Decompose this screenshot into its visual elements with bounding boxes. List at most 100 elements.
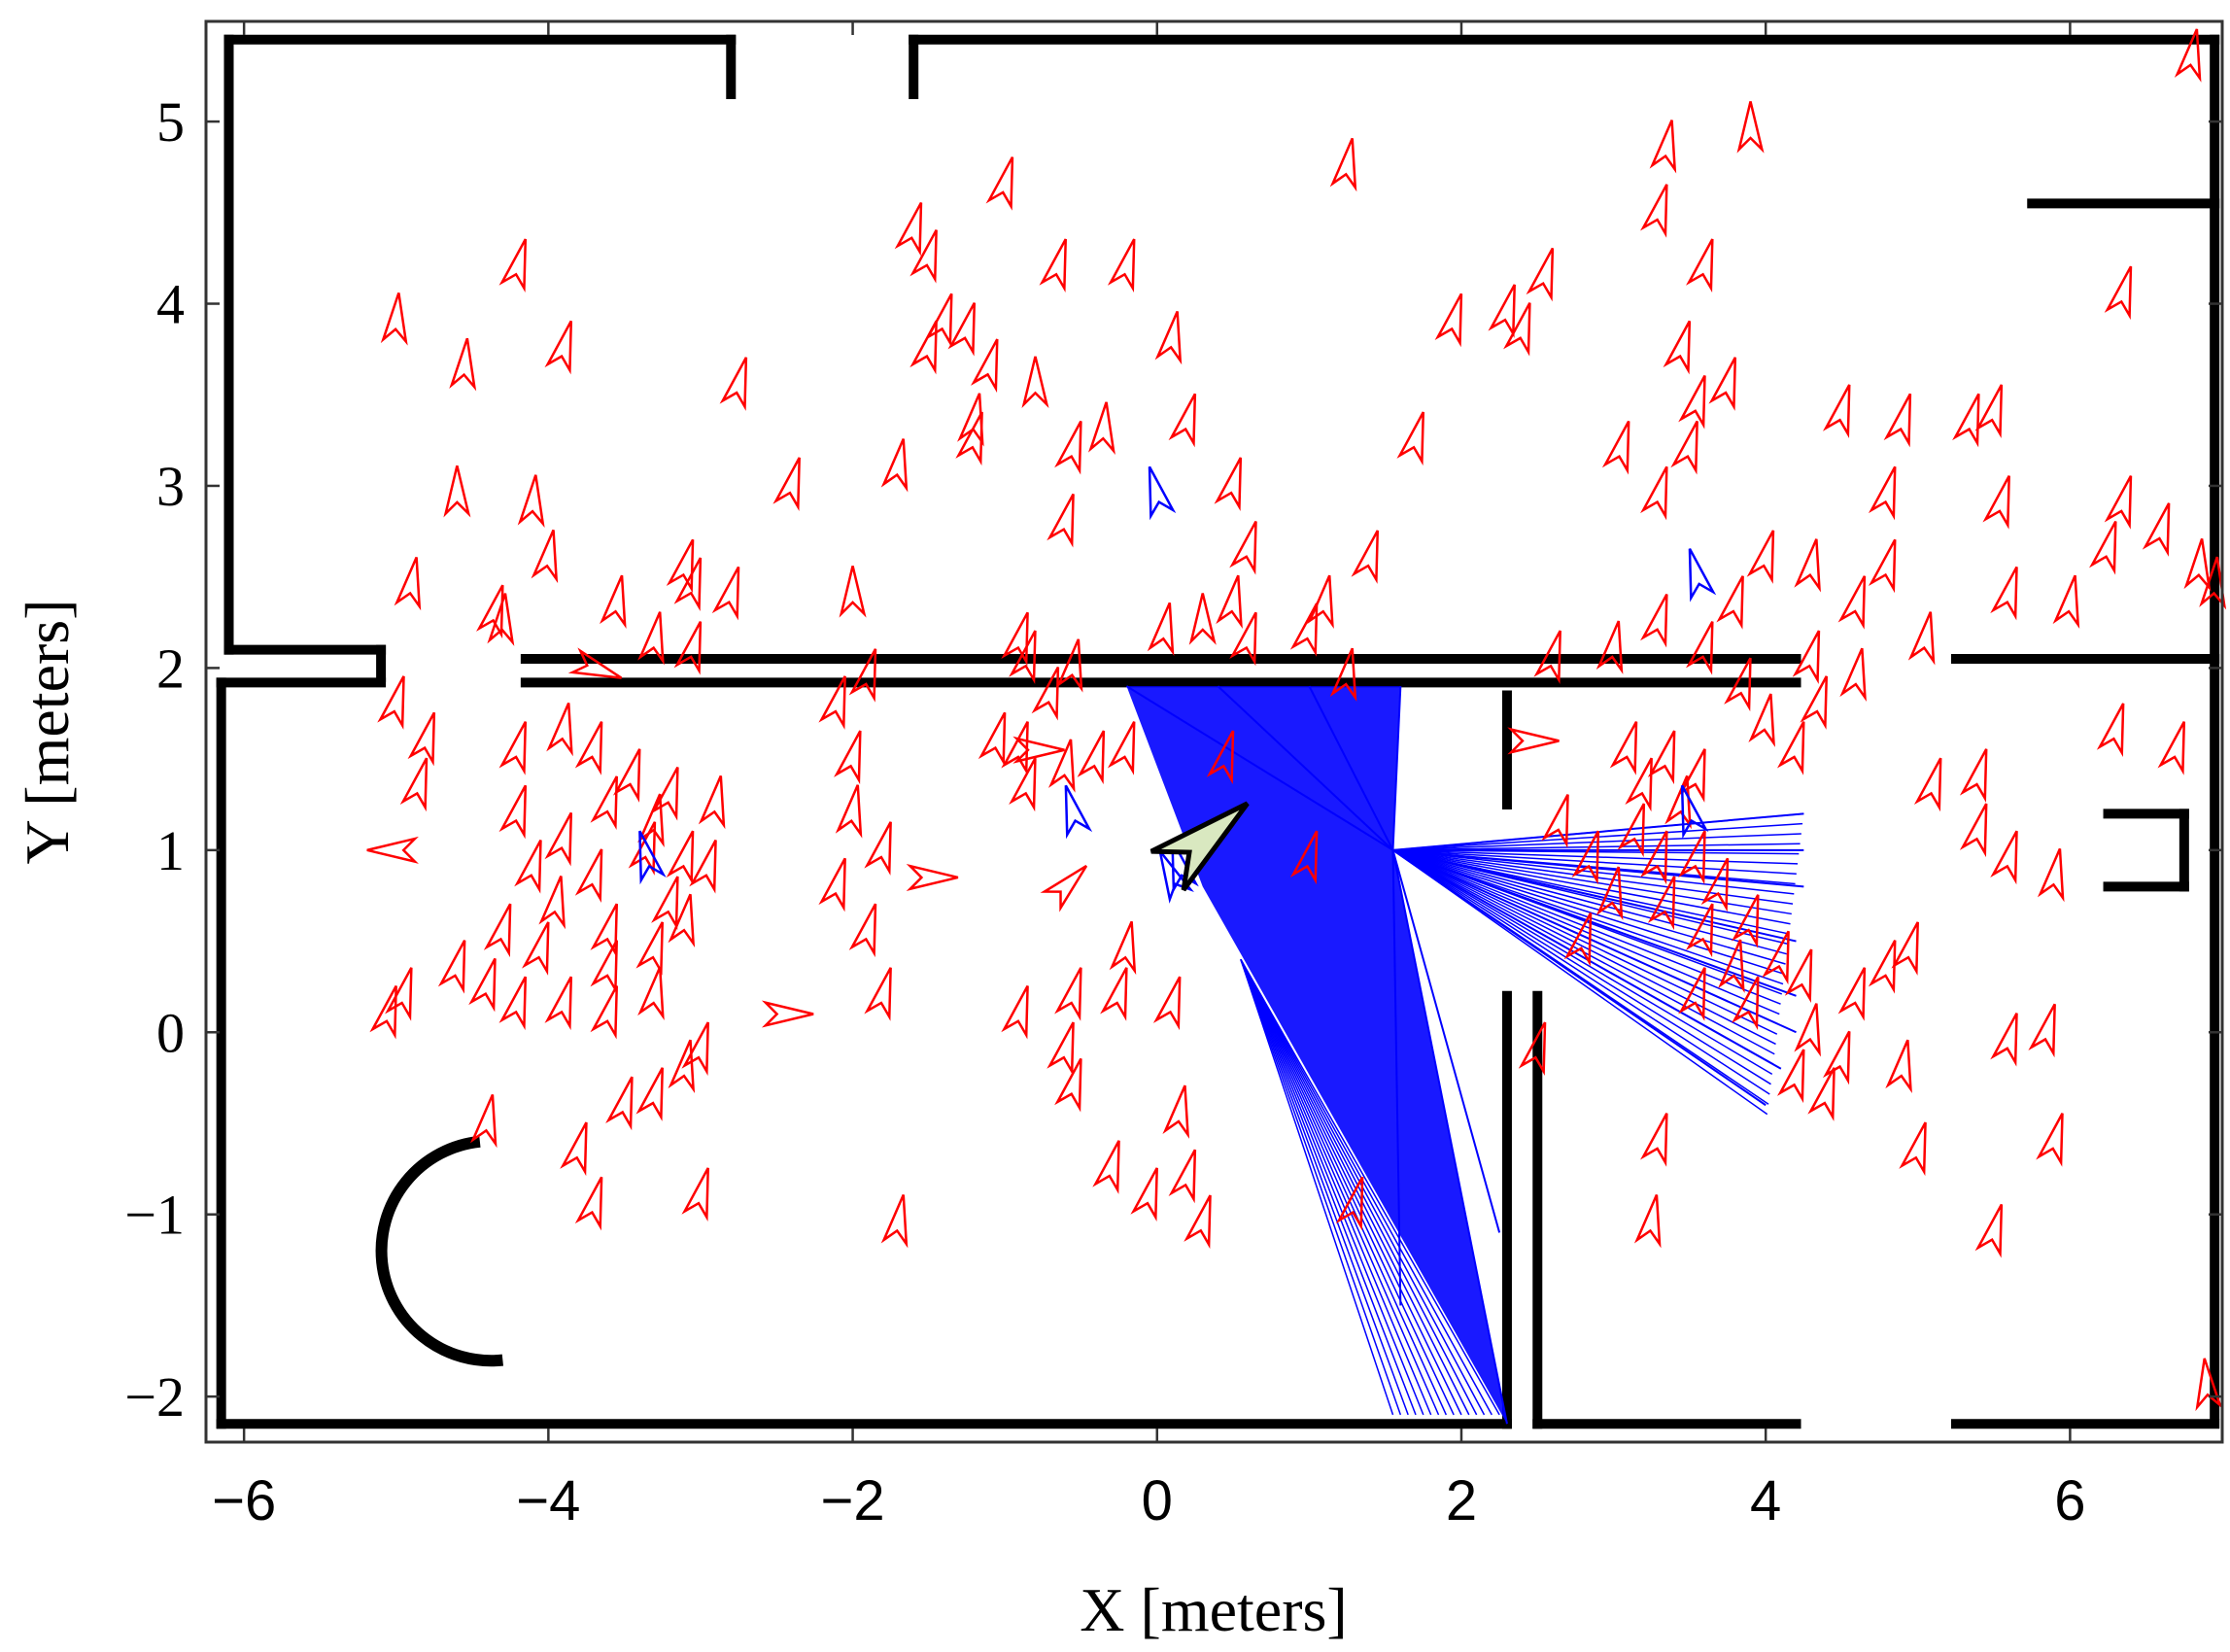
x-tick-label: 2 <box>1446 1469 1477 1532</box>
red-particle <box>590 984 619 1040</box>
red-particle <box>2183 538 2212 592</box>
red-particle <box>955 411 983 466</box>
red-particle <box>1837 967 1867 1021</box>
red-particle <box>369 984 397 1040</box>
red-particle <box>848 903 877 958</box>
red-particle <box>1678 748 1706 803</box>
red-particle <box>909 229 938 284</box>
laser-ray <box>1240 958 1448 1416</box>
red-particle <box>681 1167 709 1222</box>
red-particle <box>1046 493 1075 548</box>
laser-ray <box>1392 849 1770 1095</box>
laser-ray <box>1391 849 1508 1425</box>
red-particle <box>1748 693 1775 747</box>
red-particle <box>1746 530 1775 584</box>
red-particle <box>1503 302 1531 357</box>
red-particle <box>567 647 623 679</box>
red-particle <box>864 967 892 1021</box>
red-particle <box>698 774 726 830</box>
red-particle <box>978 711 1007 767</box>
red-particle <box>1329 137 1357 192</box>
laser-ray <box>1240 958 1492 1416</box>
red-particle <box>689 840 717 894</box>
red-particle <box>880 1194 909 1249</box>
red-particle <box>1289 830 1319 885</box>
laser-ray <box>1392 849 1789 946</box>
robot-pose-arrow <box>1149 801 1250 892</box>
red-particle <box>449 337 477 392</box>
red-particle <box>531 529 559 584</box>
red-particle <box>1601 420 1630 475</box>
red-particle <box>1001 984 1029 1040</box>
red-particle <box>1807 1067 1835 1121</box>
red-particle <box>1686 903 1714 958</box>
red-particle <box>970 338 999 394</box>
red-particle <box>1507 727 1560 755</box>
red-particle <box>590 903 619 958</box>
red-particle <box>818 857 846 912</box>
laser-ray <box>1240 958 1478 1416</box>
red-particle <box>544 811 573 867</box>
x-tick-label: 0 <box>1142 1469 1173 1532</box>
red-particle <box>839 566 867 618</box>
red-particle <box>1716 575 1744 630</box>
red-particle <box>437 940 466 994</box>
red-particle <box>835 784 863 839</box>
red-particle <box>612 748 641 803</box>
red-particle <box>600 574 627 630</box>
red-particle <box>666 830 695 885</box>
red-particle <box>590 775 619 830</box>
laser-ray <box>1391 849 1402 1306</box>
red-particle <box>651 876 679 931</box>
red-particle <box>1640 593 1668 648</box>
red-particle <box>2104 475 2133 530</box>
red-particle <box>1162 1084 1190 1139</box>
red-particle <box>1154 310 1183 365</box>
red-particle <box>1640 1113 1668 1167</box>
red-particle <box>1794 1003 1821 1057</box>
red-particle <box>673 557 703 612</box>
red-particle <box>394 557 422 611</box>
red-particle <box>407 711 436 767</box>
map-obstacle-arc <box>375 1135 503 1367</box>
red-particle <box>719 357 748 411</box>
red-particle <box>1488 284 1516 338</box>
y-axis-label: Y [meters] <box>13 599 82 864</box>
y-tick-label: 3 <box>156 455 185 518</box>
red-particle <box>1054 420 1082 475</box>
red-particle <box>1130 1167 1158 1222</box>
red-particle <box>590 940 619 994</box>
red-particle <box>1640 830 1668 885</box>
robot-pose <box>1149 801 1250 892</box>
red-particle <box>1640 184 1668 238</box>
red-particle <box>544 976 573 1031</box>
red-particle <box>1533 630 1561 685</box>
laser-ray <box>1240 958 1470 1416</box>
red-particle <box>1990 566 2018 621</box>
laser-ray <box>1240 959 1409 1416</box>
red-particle <box>1708 357 1737 411</box>
red-particle <box>1974 384 2004 438</box>
x-tick-label: −2 <box>820 1469 884 1532</box>
red-particle <box>1792 630 1821 685</box>
red-particle <box>377 675 405 730</box>
laser-ray <box>1392 849 1771 1085</box>
red-particle <box>2195 1358 2223 1412</box>
red-particle <box>711 566 740 621</box>
red-particle <box>864 821 892 876</box>
x-tick-label: 6 <box>2054 1469 2085 1532</box>
red-particle <box>2052 574 2080 630</box>
red-particle <box>1822 384 1851 438</box>
red-particle <box>574 848 603 903</box>
x-tick-label: −6 <box>212 1469 276 1532</box>
laser-scan <box>1125 685 1804 1425</box>
red-particle <box>1168 393 1197 448</box>
laser-ray <box>1240 958 1440 1416</box>
red-particle <box>1837 575 1867 630</box>
red-particle <box>1054 1057 1082 1113</box>
laser-ray <box>1392 849 1776 1046</box>
red-particle <box>1724 657 1752 712</box>
red-particle <box>498 238 528 293</box>
red-particle <box>1048 739 1076 793</box>
